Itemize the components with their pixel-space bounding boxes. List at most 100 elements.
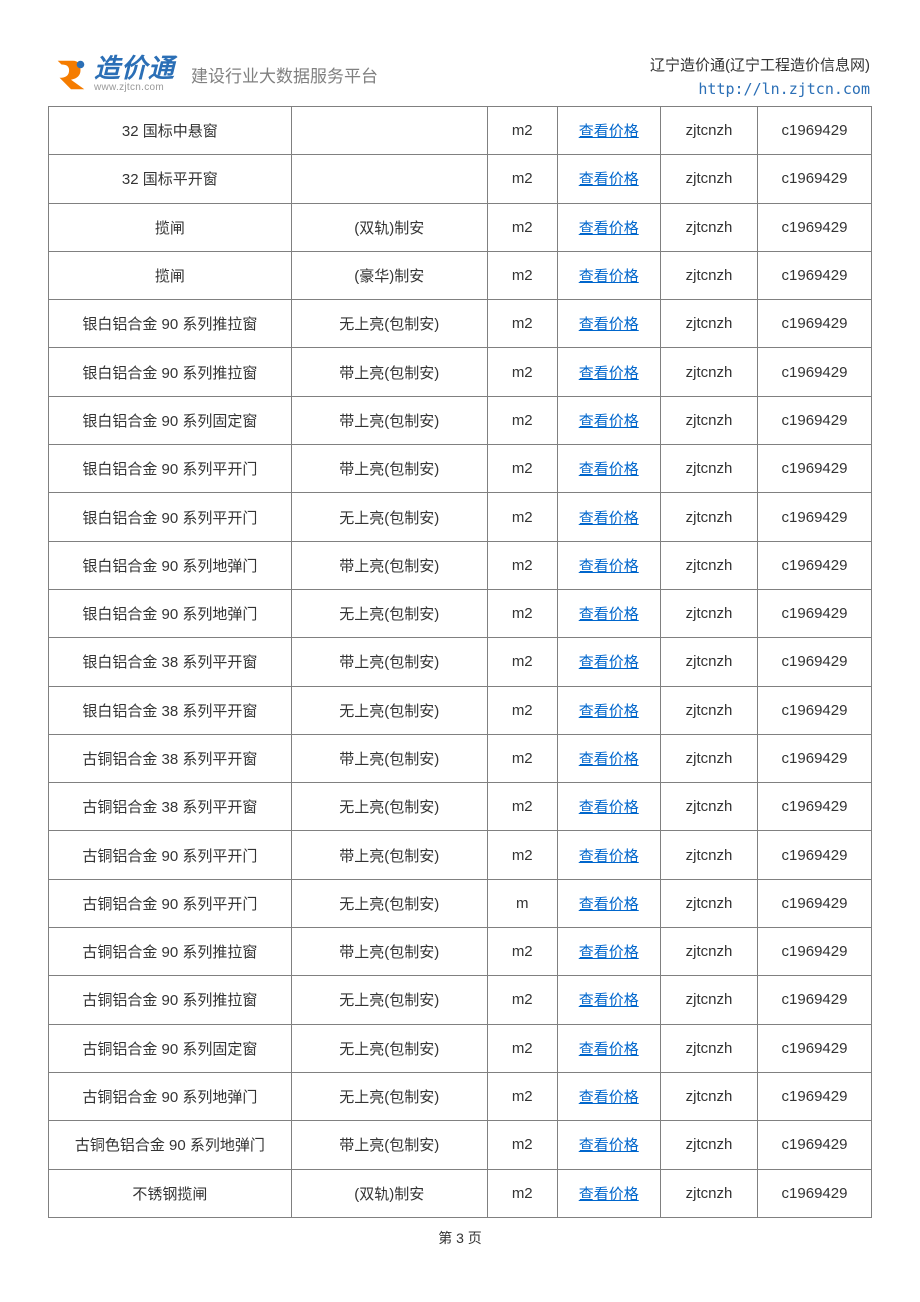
cell-price: 查看价格 <box>557 445 660 493</box>
view-price-link[interactable]: 查看价格 <box>579 316 639 333</box>
cell-unit: m2 <box>487 445 557 493</box>
cell-user: zjtcnzh <box>660 976 757 1024</box>
cell-code: c1969429 <box>758 348 872 396</box>
cell-price: 查看价格 <box>557 541 660 589</box>
cell-code: c1969429 <box>758 445 872 493</box>
cell-spec: 无上亮(包制安) <box>291 686 487 734</box>
cell-user: zjtcnzh <box>660 783 757 831</box>
cell-user: zjtcnzh <box>660 589 757 637</box>
price-table: 32 国标中悬窗m2查看价格zjtcnzhc196942932 国标平开窗m2查… <box>48 106 872 1218</box>
site-url[interactable]: http://ln.zjtcn.com <box>650 78 870 101</box>
header-right: 辽宁造价通(辽宁工程造价信息网) http://ln.zjtcn.com <box>650 55 870 100</box>
view-price-link[interactable]: 查看价格 <box>579 944 639 961</box>
cell-unit: m2 <box>487 348 557 396</box>
cell-code: c1969429 <box>758 831 872 879</box>
cell-code: c1969429 <box>758 1072 872 1120</box>
view-price-link[interactable]: 查看价格 <box>579 365 639 382</box>
view-price-link[interactable]: 查看价格 <box>579 703 639 720</box>
cell-price: 查看价格 <box>557 107 660 155</box>
view-price-link[interactable]: 查看价格 <box>579 799 639 816</box>
table-row: 银白铝合金 38 系列平开窗带上亮(包制安)m2查看价格zjtcnzhc1969… <box>49 638 872 686</box>
table-row: 揽闸(豪华)制安m2查看价格zjtcnzhc1969429 <box>49 251 872 299</box>
cell-user: zjtcnzh <box>660 1072 757 1120</box>
view-price-link[interactable]: 查看价格 <box>579 510 639 527</box>
cell-unit: m2 <box>487 734 557 782</box>
cell-name: 银白铝合金 90 系列平开门 <box>49 445 292 493</box>
cell-code: c1969429 <box>758 589 872 637</box>
cell-unit: m2 <box>487 203 557 251</box>
view-price-link[interactable]: 查看价格 <box>579 606 639 623</box>
cell-unit: m2 <box>487 976 557 1024</box>
cell-price: 查看价格 <box>557 783 660 831</box>
cell-unit: m2 <box>487 1169 557 1217</box>
cell-user: zjtcnzh <box>660 831 757 879</box>
table-row: 银白铝合金 90 系列地弹门无上亮(包制安)m2查看价格zjtcnzhc1969… <box>49 589 872 637</box>
cell-user: zjtcnzh <box>660 155 757 203</box>
cell-unit: m2 <box>487 300 557 348</box>
cell-user: zjtcnzh <box>660 1121 757 1169</box>
view-price-link[interactable]: 查看价格 <box>579 1041 639 1058</box>
view-price-link[interactable]: 查看价格 <box>579 654 639 671</box>
cell-name: 古铜铝合金 90 系列固定窗 <box>49 1024 292 1072</box>
cell-user: zjtcnzh <box>660 734 757 782</box>
view-price-link[interactable]: 查看价格 <box>579 1186 639 1203</box>
table-row: 古铜铝合金 90 系列地弹门无上亮(包制安)m2查看价格zjtcnzhc1969… <box>49 1072 872 1120</box>
view-price-link[interactable]: 查看价格 <box>579 413 639 430</box>
cell-name: 不锈钢揽闸 <box>49 1169 292 1217</box>
view-price-link[interactable]: 查看价格 <box>579 268 639 285</box>
view-price-link[interactable]: 查看价格 <box>579 123 639 140</box>
view-price-link[interactable]: 查看价格 <box>579 171 639 188</box>
cell-spec <box>291 107 487 155</box>
cell-user: zjtcnzh <box>660 348 757 396</box>
cell-code: c1969429 <box>758 300 872 348</box>
logo-icon <box>52 55 90 93</box>
cell-price: 查看价格 <box>557 1024 660 1072</box>
view-price-link[interactable]: 查看价格 <box>579 848 639 865</box>
view-price-link[interactable]: 查看价格 <box>579 1137 639 1154</box>
table-container: 32 国标中悬窗m2查看价格zjtcnzhc196942932 国标平开窗m2查… <box>0 106 920 1218</box>
cell-spec: 带上亮(包制安) <box>291 831 487 879</box>
cell-price: 查看价格 <box>557 879 660 927</box>
cell-user: zjtcnzh <box>660 300 757 348</box>
cell-unit: m2 <box>487 928 557 976</box>
cell-spec: 无上亮(包制安) <box>291 976 487 1024</box>
view-price-link[interactable]: 查看价格 <box>579 896 639 913</box>
cell-spec: (双轨)制安 <box>291 203 487 251</box>
cell-spec: 无上亮(包制安) <box>291 300 487 348</box>
cell-unit: m2 <box>487 1121 557 1169</box>
cell-name: 银白铝合金 90 系列地弹门 <box>49 589 292 637</box>
cell-code: c1969429 <box>758 638 872 686</box>
view-price-link[interactable]: 查看价格 <box>579 558 639 575</box>
cell-price: 查看价格 <box>557 976 660 1024</box>
cell-unit: m2 <box>487 541 557 589</box>
cell-spec: 带上亮(包制安) <box>291 734 487 782</box>
cell-code: c1969429 <box>758 879 872 927</box>
cell-code: c1969429 <box>758 686 872 734</box>
table-row: 古铜铝合金 38 系列平开窗无上亮(包制安)m2查看价格zjtcnzhc1969… <box>49 783 872 831</box>
cell-code: c1969429 <box>758 203 872 251</box>
cell-unit: m2 <box>487 493 557 541</box>
cell-price: 查看价格 <box>557 396 660 444</box>
table-row: 32 国标中悬窗m2查看价格zjtcnzhc1969429 <box>49 107 872 155</box>
view-price-link[interactable]: 查看价格 <box>579 751 639 768</box>
cell-name: 银白铝合金 38 系列平开窗 <box>49 686 292 734</box>
cell-price: 查看价格 <box>557 155 660 203</box>
cell-price: 查看价格 <box>557 589 660 637</box>
cell-spec <box>291 155 487 203</box>
cell-unit: m2 <box>487 396 557 444</box>
cell-code: c1969429 <box>758 396 872 444</box>
view-price-link[interactable]: 查看价格 <box>579 220 639 237</box>
cell-unit: m2 <box>487 638 557 686</box>
cell-user: zjtcnzh <box>660 879 757 927</box>
cell-code: c1969429 <box>758 976 872 1024</box>
cell-price: 查看价格 <box>557 1072 660 1120</box>
cell-price: 查看价格 <box>557 928 660 976</box>
table-row: 古铜铝合金 38 系列平开窗带上亮(包制安)m2查看价格zjtcnzhc1969… <box>49 734 872 782</box>
view-price-link[interactable]: 查看价格 <box>579 461 639 478</box>
view-price-link[interactable]: 查看价格 <box>579 992 639 1009</box>
cell-name: 古铜铝合金 90 系列地弹门 <box>49 1072 292 1120</box>
tagline: 建设行业大数据服务平台 <box>191 62 378 87</box>
table-row: 古铜铝合金 90 系列平开门带上亮(包制安)m2查看价格zjtcnzhc1969… <box>49 831 872 879</box>
view-price-link[interactable]: 查看价格 <box>579 1089 639 1106</box>
logo-url: www.zjtcn.com <box>94 83 164 93</box>
